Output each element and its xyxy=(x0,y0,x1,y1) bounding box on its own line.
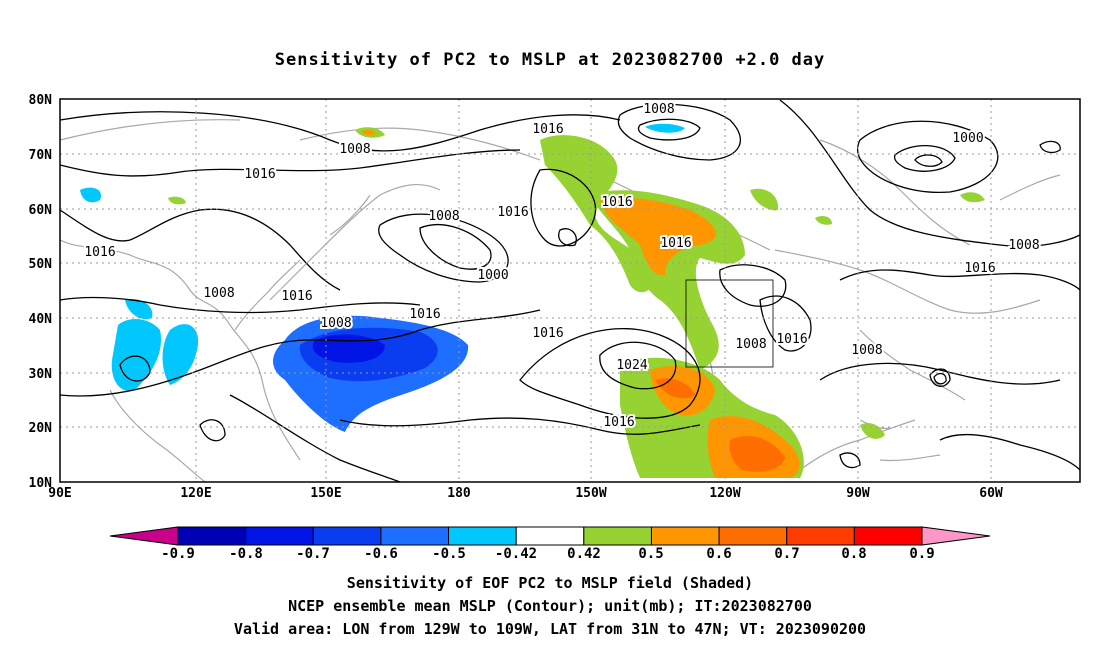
contour-label: 1008 xyxy=(851,343,882,358)
lon-label: 60W xyxy=(979,486,1003,501)
colorbar-high-end xyxy=(921,526,991,546)
colorbar: -0.9 -0.8 -0.7 -0.6 -0.5 -0.42 0.42 0.5 … xyxy=(109,526,991,562)
contour-label: 1016 xyxy=(84,245,115,260)
contour-label: 1008 xyxy=(643,102,674,117)
lon-axis: 90E 120E 150E 180 150W 120W 90W 60W xyxy=(48,486,1003,501)
graticule xyxy=(60,99,1080,482)
lat-label: 40N xyxy=(29,312,53,327)
contour-label: 1016 xyxy=(532,122,563,137)
contour-label: 1008 xyxy=(203,286,234,301)
colorbar-cell xyxy=(448,526,517,546)
colorbar-label: 0.8 xyxy=(841,546,866,562)
colorbar-low-end xyxy=(109,526,179,546)
colorbar-label: -0.6 xyxy=(364,546,398,562)
lat-axis: 80N 70N 60N 50N 40N 30N 20N 10N xyxy=(29,93,53,491)
mslp-contours xyxy=(59,99,1081,483)
map-frame xyxy=(59,98,1081,483)
contour-label: 1016 xyxy=(281,289,312,304)
colorbar-label: 0.7 xyxy=(774,546,799,562)
sensitivity-shading xyxy=(80,123,985,478)
colorbar-cell xyxy=(380,526,450,546)
colorbar-label: 0.5 xyxy=(638,546,663,562)
contour-label: 1008 xyxy=(339,142,370,157)
colorbar-cell xyxy=(245,526,314,546)
colorbar-label: -0.7 xyxy=(296,546,330,562)
contour-label: 1016 xyxy=(776,332,807,347)
lon-label: 150E xyxy=(310,486,341,501)
colorbar-cell xyxy=(853,526,923,546)
colorbar-cell xyxy=(786,526,855,546)
colorbar-cell xyxy=(583,526,652,546)
lon-label: 120E xyxy=(180,486,211,501)
contour-labels: 1008 1016 1008 1016 1008 1016 1000 1016 … xyxy=(82,100,1041,432)
lat-label: 30N xyxy=(29,367,53,382)
colorbar-cell xyxy=(650,526,720,546)
colorbar-cell xyxy=(312,526,382,546)
colorbar-label: 0.9 xyxy=(909,546,934,562)
caption-line-1: Sensitivity of EOF PC2 to MSLP field (Sh… xyxy=(346,574,754,592)
contour-label: 1016 xyxy=(409,307,440,322)
colorbar-cell xyxy=(177,526,247,546)
caption-line-2: NCEP ensemble mean MSLP (Contour); unit(… xyxy=(288,597,812,615)
lat-label: 80N xyxy=(29,93,53,108)
contour-label: 1000 xyxy=(952,131,983,146)
contour-label: 1016 xyxy=(603,415,634,430)
lon-label: 90E xyxy=(48,486,71,501)
contour-label: 1016 xyxy=(660,236,691,251)
lat-label: 70N xyxy=(29,148,53,163)
lat-label: 60N xyxy=(29,203,53,218)
contour-label: 1008 xyxy=(1008,238,1039,253)
colorbar-label: 0.6 xyxy=(706,546,731,562)
lat-label: 10N xyxy=(29,476,53,491)
lat-label: 20N xyxy=(29,421,53,436)
contour-label: 1024 xyxy=(616,358,647,373)
colorbar-label: -0.5 xyxy=(432,546,466,562)
colorbar-label: -0.42 xyxy=(495,546,537,562)
colorbar-cell xyxy=(718,526,788,546)
contour-label: 1008 xyxy=(320,316,351,331)
contour-label: 1016 xyxy=(532,326,563,341)
contour-label: 1016 xyxy=(244,167,275,182)
colorbar-label: -0.9 xyxy=(161,546,195,562)
contour-label: 1016 xyxy=(601,195,632,210)
lon-label: 120W xyxy=(709,486,740,501)
lon-label: 150W xyxy=(575,486,606,501)
lon-label: 180 xyxy=(447,486,471,501)
colorbar-label: 0.42 xyxy=(567,546,601,562)
colorbar-cell xyxy=(515,526,585,546)
map-title: Sensitivity of PC2 to MSLP at 2023082700… xyxy=(274,50,826,70)
contour-label: 1000 xyxy=(477,268,508,283)
contour-label: 1016 xyxy=(497,205,528,220)
valid-area-box xyxy=(685,279,774,368)
map-plot-area: 1008 1016 1008 1016 1008 1016 1000 1016 … xyxy=(59,98,1081,483)
colorbar-label: -0.8 xyxy=(229,546,263,562)
contour-label: 1008 xyxy=(735,337,766,352)
caption-line-3: Valid area: LON from 129W to 109W, LAT f… xyxy=(233,620,867,638)
contour-label: 1008 xyxy=(428,209,459,224)
contour-label: 1016 xyxy=(964,261,995,276)
lat-label: 50N xyxy=(29,257,53,272)
lon-label: 90W xyxy=(846,486,870,501)
